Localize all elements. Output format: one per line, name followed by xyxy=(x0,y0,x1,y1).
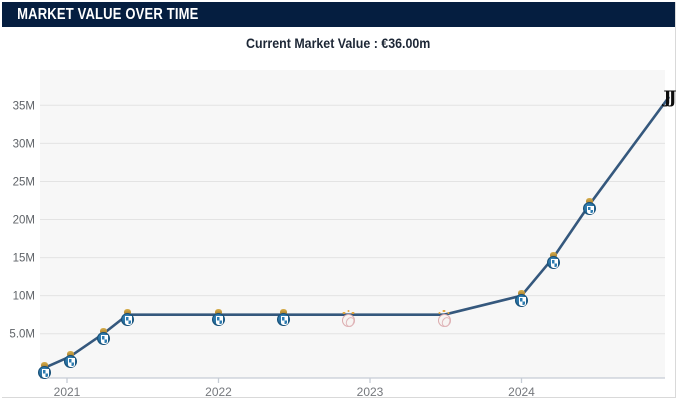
y-axis-tick-label: 30M xyxy=(13,138,35,150)
y-axis-tick-label: 20M xyxy=(13,215,35,227)
data-point-blue-club-crest[interactable] xyxy=(37,361,52,381)
data-point-light-club-crest[interactable] xyxy=(437,309,452,329)
chart-canvas[interactable]: 35M 30M 25M 20M 15M 10M 5.0M 2021 2022 2023 2024 xyxy=(2,60,679,397)
widget-header-bar: MARKET VALUE OVER TIME xyxy=(2,2,675,27)
y-axis-tick-label: 25M xyxy=(13,176,35,188)
data-point-juventus-crest[interactable]: JJ xyxy=(658,87,678,111)
data-point-blue-club-crest[interactable] xyxy=(582,198,597,217)
crest-crown-icon xyxy=(40,361,48,367)
blue-club-crest-icon xyxy=(515,293,528,307)
crest-shield xyxy=(550,259,558,268)
blue-club-crest-icon xyxy=(37,365,51,379)
crest-crown-icon xyxy=(586,198,594,204)
blue-club-crest-icon xyxy=(546,255,560,269)
x-axis-tick-label: 2021 xyxy=(54,385,81,397)
data-point-blue-club-crest[interactable] xyxy=(211,308,226,328)
data-point-blue-club-crest[interactable] xyxy=(96,327,111,347)
crest-shield xyxy=(519,297,526,306)
plot-area xyxy=(40,70,665,378)
star-icon xyxy=(342,311,346,315)
crest-crown-icon xyxy=(549,251,557,257)
crest-shield xyxy=(67,358,75,367)
market-value-chart[interactable]: 35M 30M 25M 20M 15M 10M 5.0M 2021 2022 2023 2024 J… xyxy=(2,60,679,397)
data-point-blue-club-crest[interactable] xyxy=(546,251,561,271)
y-axis-tick-label: 10M xyxy=(13,291,35,303)
crest-crown-icon xyxy=(518,289,525,295)
crest-shield xyxy=(125,316,133,325)
crest-shield xyxy=(41,369,49,378)
crest-shield xyxy=(281,316,289,325)
y-axis-tick-label: 5.0M xyxy=(9,329,35,341)
crest-detail xyxy=(440,315,452,328)
x-axis-tick-label: 2022 xyxy=(205,385,232,397)
crest-shield xyxy=(587,205,595,215)
blue-club-crest-icon xyxy=(212,312,225,326)
crest-crown-icon xyxy=(215,308,222,314)
y-axis-tick-label: 35M xyxy=(13,100,35,112)
crest-crown-icon xyxy=(280,308,288,314)
current-market-value-text: Current Market Value : €36.00m xyxy=(246,36,431,51)
x-axis-tick-label: 2023 xyxy=(357,385,384,397)
blue-club-crest-icon xyxy=(63,354,77,368)
blue-club-crest-icon xyxy=(277,312,291,326)
light-club-crest-icon xyxy=(437,313,452,328)
blue-club-crest-icon xyxy=(96,331,110,345)
crest-shield xyxy=(100,335,108,344)
data-point-light-club-crest[interactable] xyxy=(341,309,356,329)
data-point-blue-club-crest[interactable] xyxy=(276,308,291,328)
x-axis-tick-label: 2024 xyxy=(508,385,535,397)
star-icon xyxy=(438,311,441,315)
crest-shield xyxy=(216,316,223,325)
star-icon xyxy=(447,311,450,315)
current-market-value-row: Current Market Value : €36.00m xyxy=(2,27,675,60)
data-point-blue-club-crest[interactable] xyxy=(63,350,78,370)
star-icon xyxy=(442,309,446,313)
crest-crown-icon xyxy=(124,308,132,314)
data-point-blue-club-crest[interactable] xyxy=(514,289,529,309)
chart-markers-layer: JJ xyxy=(2,60,679,397)
star-icon xyxy=(351,311,355,315)
blue-club-crest-icon xyxy=(121,312,135,326)
crest-crown-icon xyxy=(66,350,74,356)
crest-crown-icon xyxy=(99,327,107,333)
crest-detail xyxy=(344,315,356,328)
star-icon xyxy=(347,309,350,313)
widget-title: MARKET VALUE OVER TIME xyxy=(17,6,199,23)
blue-club-crest-icon xyxy=(583,202,597,216)
juventus-logo-icon: JJ xyxy=(663,87,676,108)
light-club-crest-icon xyxy=(342,313,356,328)
y-axis-tick-label: 15M xyxy=(13,253,35,265)
data-point-blue-club-crest[interactable] xyxy=(120,308,135,328)
